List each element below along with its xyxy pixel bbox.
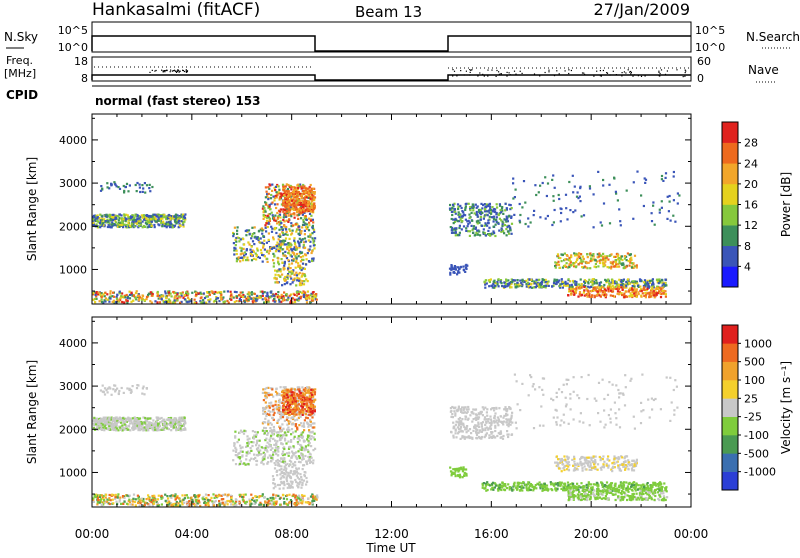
- power-ytick-label: 4000: [59, 134, 87, 147]
- nsky-label: N.Sky: [4, 30, 38, 44]
- power-colorbar-segment: [722, 246, 738, 267]
- nsearch-tick-low: 10^0: [695, 41, 725, 54]
- velocity-colorbar-segment: [722, 472, 738, 491]
- time-tick-label: 16:00: [474, 527, 509, 541]
- power-colorbar-segment: [722, 163, 738, 184]
- velocity-colorbar-tick: 25: [744, 392, 758, 405]
- nsearch-label: N.Search: [746, 30, 800, 44]
- freq-tick-low: 8: [81, 72, 88, 85]
- power-panel-frame: [92, 114, 691, 304]
- velocity-colorbar-segment: [722, 453, 738, 472]
- power-colorbar-tick: 24: [744, 157, 758, 170]
- nave-tick-high: 60: [697, 55, 711, 68]
- velocity-colorbar-tick: 1000: [744, 337, 772, 350]
- time-tick-label: 20:00: [574, 527, 609, 541]
- velocity-ytick-label: 3000: [59, 380, 87, 393]
- velocity-ytick-label: 1000: [59, 466, 87, 479]
- power-colorbar-segment: [722, 184, 738, 205]
- velocity-colorbar-segment: [722, 362, 738, 381]
- station-title: Hankasalmi (fitACF): [92, 0, 260, 20]
- velocity-colorbar-segment: [722, 398, 738, 417]
- nave-label: Nave: [748, 63, 779, 77]
- power-colorbar-tick: 28: [744, 137, 758, 150]
- velocity-scatter-cells: [92, 374, 678, 508]
- nsky-tick-high: 10^5: [58, 24, 88, 37]
- beam-title: Beam 13: [355, 3, 422, 21]
- power-colorbar-tick: 12: [744, 219, 758, 232]
- freq-label-2: [MHz]: [4, 67, 36, 80]
- velocity-colorbar-tick: -1000: [744, 466, 776, 479]
- velocity-colorbar-segment: [722, 325, 738, 344]
- velocity-colorbar-tick: 100: [744, 374, 765, 387]
- velocity-ytick-label: 4000: [59, 337, 87, 350]
- freq-panel-frame: [92, 57, 691, 81]
- velocity-colorbar-label: Velocity [m s⁻¹]: [779, 361, 793, 454]
- time-tick-label: 08:00: [274, 527, 309, 541]
- velocity-panel-frame: [92, 317, 691, 507]
- velocity-ylabel: Slant Range [km]: [25, 360, 39, 464]
- velocity-colorbar-tick: -100: [744, 429, 769, 442]
- power-ytick-label: 2000: [59, 220, 87, 233]
- nave-scatter-dots: [149, 69, 686, 77]
- power-colorbar-tick: 8: [744, 240, 751, 253]
- time-tick-label: 04:00: [175, 527, 210, 541]
- velocity-colorbar-tick: 500: [744, 356, 765, 369]
- power-ylabel: Slant Range [km]: [25, 157, 39, 261]
- power-colorbar-label: Power [dB]: [779, 172, 793, 237]
- velocity-colorbar-tick: -25: [744, 411, 762, 424]
- power-panel: 1000 2000 3000 4000 Slant Range [km] 28 24 20 16…: [25, 114, 793, 304]
- power-ytick-label: 3000: [59, 177, 87, 190]
- power-colorbar-segment: [722, 266, 738, 287]
- date-title: 27/Jan/2009: [593, 0, 690, 19]
- nsearch-tick-high: 10^5: [695, 24, 725, 37]
- power-colorbar-segment: [722, 122, 738, 143]
- cpid-label: CPID: [6, 88, 38, 102]
- power-colorbar-segment: [722, 205, 738, 226]
- power-ytick-label: 1000: [59, 263, 87, 276]
- velocity-colorbar-segment: [722, 343, 738, 362]
- time-axis: 00:00 04:00 08:00 12:00 16:00 20:00 00:00: [75, 527, 709, 541]
- nsky-trace: [92, 36, 691, 51]
- time-tick-label: 00:00: [674, 527, 709, 541]
- nave-tick-low: 0: [697, 72, 704, 85]
- time-tick-label: 12:00: [374, 527, 409, 541]
- power-colorbar-segment: [722, 143, 738, 164]
- time-axis-label: Time UT: [365, 541, 416, 554]
- freq-tick-high: 18: [74, 55, 88, 68]
- power-scatter-cells: [92, 171, 681, 305]
- time-tick-label: 00:00: [75, 527, 110, 541]
- nsky-tick-low: 10^0: [58, 41, 88, 54]
- power-colorbar-tick: 16: [744, 199, 758, 212]
- velocity-colorbar-segment: [722, 417, 738, 436]
- power-colorbar-segment: [722, 225, 738, 246]
- nsky-panel-frame: [92, 22, 691, 52]
- velocity-colorbar-segment: [722, 380, 738, 399]
- power-colorbar-tick: 20: [744, 178, 758, 191]
- velocity-colorbar-segment: [722, 435, 738, 454]
- cpid-text: normal (fast stereo) 153: [95, 94, 261, 108]
- velocity-colorbar-tick: -500: [744, 447, 769, 460]
- freq-label-1: Freq.: [6, 54, 33, 67]
- power-colorbar-tick: 4: [744, 260, 751, 273]
- power-colorbar: 28 24 20 16 12 8 4 Power [dB]: [722, 122, 793, 287]
- velocity-ytick-label: 2000: [59, 423, 87, 436]
